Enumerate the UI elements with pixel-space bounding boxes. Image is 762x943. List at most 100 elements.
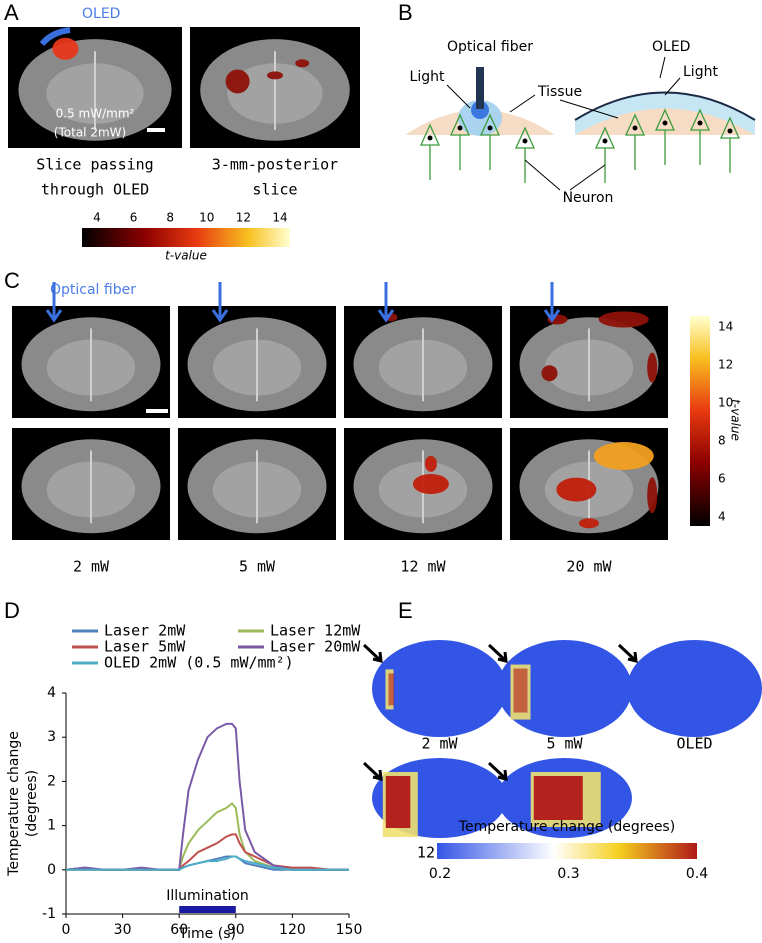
nucleus: [522, 138, 528, 144]
illumination-label: Illumination: [166, 888, 249, 904]
activation: [541, 365, 558, 382]
colorbar: [437, 843, 697, 859]
neuron: [654, 108, 676, 165]
label: Light: [683, 64, 718, 80]
temperature-map: [372, 640, 507, 737]
pointer: [446, 56, 681, 191]
nucleus: [632, 125, 638, 131]
nucleus: [697, 120, 703, 126]
label: t-value: [165, 249, 207, 263]
label: 20 mW: [566, 558, 612, 576]
label: E: [398, 598, 413, 623]
label: 0.3: [557, 866, 579, 882]
label: C: [4, 268, 20, 293]
label: 8: [718, 434, 726, 448]
y-axis-label: Temperature change: [6, 731, 22, 877]
arrow: [362, 643, 383, 663]
label: OLED: [676, 735, 712, 753]
fiber-arrow: [45, 282, 63, 323]
neuron: [624, 113, 646, 170]
y-tick-label: -1: [42, 906, 56, 922]
x-axis-label: Time (s): [178, 926, 236, 942]
label: Temperature change (degrees): [458, 819, 675, 835]
hot-region: [385, 776, 411, 828]
y-tick-label: 1: [47, 818, 56, 834]
activation: [598, 311, 649, 328]
label: 12: [718, 358, 733, 372]
label: B: [398, 0, 413, 25]
neuron: [479, 113, 501, 170]
temperature-map: [497, 640, 632, 737]
label: Tissue: [537, 84, 582, 100]
series-line: [66, 802, 349, 871]
y-axis-label: (degrees): [24, 770, 40, 837]
legend-label: Laser 20mW: [270, 638, 361, 656]
legend-label: OLED 2mW (0.5 mW/mm²): [104, 654, 294, 672]
label: OLED: [652, 39, 690, 55]
label: 10: [718, 396, 733, 410]
x-tick-label: 0: [62, 922, 71, 938]
label: 14: [718, 320, 733, 334]
label: 8: [166, 211, 174, 225]
fiber-tip: [471, 101, 489, 119]
hot-region: [388, 673, 395, 706]
label: 10: [199, 211, 214, 225]
y-tick-label: 3: [47, 729, 56, 745]
fiber: [476, 67, 484, 109]
light-band: [575, 92, 755, 135]
legend-label: Laser 5mW: [104, 638, 186, 656]
series-line: [65, 722, 349, 871]
arrow: [487, 761, 508, 781]
label: Optical fiber: [50, 282, 136, 298]
neuron: [719, 116, 741, 173]
label: 14: [272, 211, 287, 225]
activation: [52, 37, 79, 60]
y-tick-label: 2: [47, 773, 56, 789]
label: 0.4: [686, 866, 708, 882]
neuron: [514, 126, 536, 183]
temperature-map: [627, 640, 762, 737]
nucleus: [427, 135, 433, 141]
label: OLED: [82, 6, 120, 22]
activation: [424, 455, 437, 472]
neuron: [594, 126, 616, 183]
arrow: [362, 761, 383, 781]
arrow: [617, 643, 638, 663]
fiber-arrow: [543, 282, 561, 323]
label: 0.2: [429, 866, 451, 882]
hot-region: [533, 776, 583, 820]
fiber-arrow: [211, 282, 229, 323]
activation: [556, 477, 597, 502]
label: Light: [410, 69, 445, 85]
label: (Total 2mW): [54, 126, 126, 140]
scale-bar: [146, 409, 168, 413]
label: Neuron: [563, 190, 614, 206]
oled-layer: [574, 91, 756, 121]
label: 2 mW: [73, 558, 110, 576]
x-tick-label: 120: [279, 922, 306, 938]
scale-bar: [147, 128, 165, 132]
illumination-bar: [179, 906, 236, 913]
nucleus: [662, 120, 668, 126]
activation: [647, 352, 658, 383]
fiber-arrow: [377, 282, 395, 323]
label: 0.5 mW/mm²: [56, 107, 135, 121]
label: Slice passing: [36, 156, 153, 174]
label: 4: [718, 510, 726, 524]
label: t-value: [729, 399, 743, 441]
label: Optical fiber: [447, 39, 533, 55]
legend-label: Laser 12mW: [270, 622, 361, 640]
label: 6: [718, 472, 726, 486]
arrow: [487, 643, 508, 663]
label: 12: [236, 211, 251, 225]
label: through OLED: [41, 181, 149, 199]
label: 2 mW: [421, 735, 458, 753]
neuron: [689, 108, 711, 165]
nucleus: [602, 138, 608, 144]
activation: [412, 474, 449, 494]
legend-label: Laser 2mW: [104, 622, 186, 640]
label: D: [4, 598, 20, 623]
x-tick-label: 150: [336, 922, 363, 938]
label: A: [4, 0, 19, 25]
